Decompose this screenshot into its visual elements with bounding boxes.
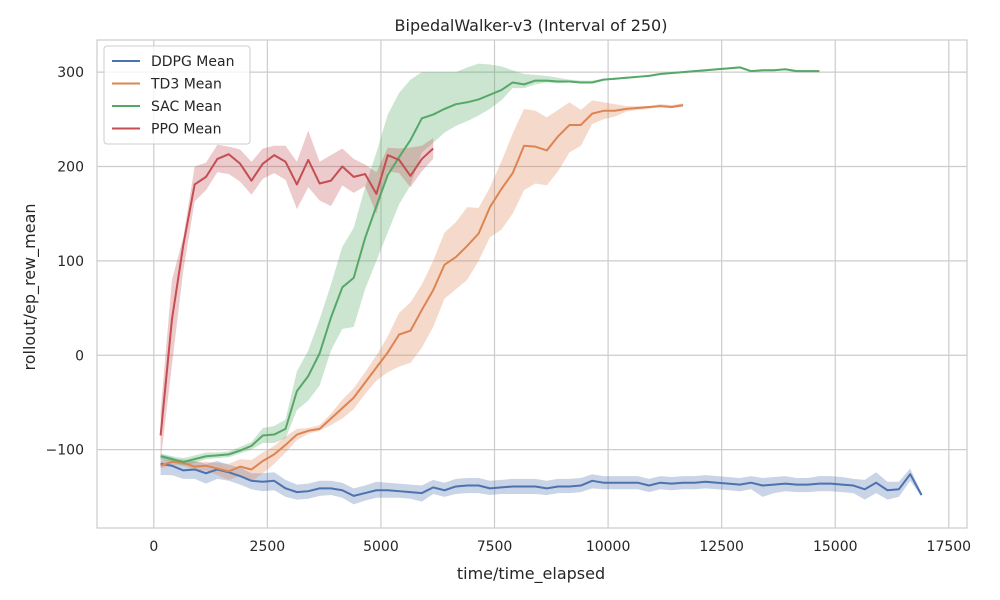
x-tick-label: 0	[149, 539, 158, 555]
y-tick-label: −100	[46, 443, 84, 459]
tick-labels: 0 2500 5000 7500 10000 12500 15000 17500 −100 0 10…	[46, 65, 972, 555]
x-tick-label: 10000	[586, 539, 631, 555]
td3-mean-line	[160, 104, 684, 473]
legend-label-ppo-mean: PPO Mean	[151, 122, 222, 138]
y-axis-label: rollout/ep_rew_mean	[20, 203, 40, 370]
ddpg-mean-line	[160, 462, 923, 497]
x-tick-label: 12500	[699, 539, 744, 555]
plot-frame	[96, 39, 968, 529]
confidence-bands	[160, 63, 922, 505]
ddpg-mean-band	[160, 454, 922, 505]
legend-label-ddpg-mean: DDPG Mean	[151, 54, 234, 70]
series-lines	[159, 66, 923, 497]
x-tick-label: 2500	[250, 539, 286, 555]
legend-box	[103, 45, 251, 145]
y-tick-label: 200	[57, 159, 84, 175]
legend-label-td3-mean: TD3 Mean	[150, 77, 222, 93]
ppo-mean-band	[160, 130, 434, 461]
x-tick-label: 7500	[477, 539, 513, 555]
td3-mean-band	[160, 100, 684, 482]
legend: DDPG Mean TD3 Mean SAC Mean PPO Mean	[103, 45, 251, 145]
chart-title: BipedalWalker-v3 (Interval of 250)	[395, 16, 668, 35]
sac-mean-band	[160, 63, 820, 466]
ppo-mean-line	[159, 147, 434, 436]
y-tick-label: 100	[57, 254, 84, 270]
sac-mean-line	[160, 66, 820, 463]
legend-label-sac-mean: SAC Mean	[151, 99, 222, 115]
x-tick-label: 15000	[813, 539, 858, 555]
x-tick-label: 5000	[363, 539, 399, 555]
y-tick-label: 0	[75, 348, 84, 364]
x-tick-label: 17500	[927, 539, 972, 555]
y-tick-label: 300	[57, 65, 84, 81]
x-axis-label: time/time_elapsed	[457, 564, 605, 584]
